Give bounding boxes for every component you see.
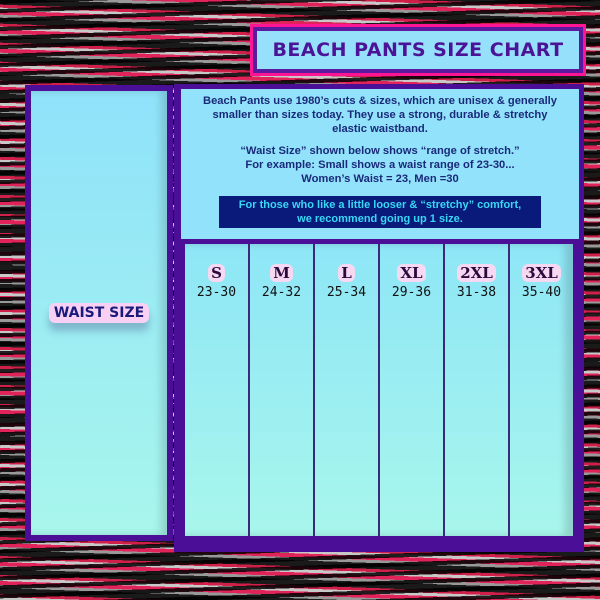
info-line: Women’s Waist = 23, Men =30 [301, 173, 459, 185]
info-box: Beach Pants use 1980’s cuts & sizes, whi… [181, 89, 579, 239]
size-label: L [338, 264, 355, 282]
page-title: BEACH PANTS SIZE CHART [272, 39, 564, 61]
size-column: S 23-30 [185, 244, 250, 536]
size-range: 23-30 [196, 285, 237, 300]
size-range: 35-40 [521, 285, 562, 300]
info-line: “Waist Size” shown below shows “range of… [240, 145, 520, 157]
size-column: M 24-32 [250, 244, 315, 536]
size-table: S 23-30 M 24-32 L 25-34 XL 29-36 2XL 31-38 3X… [185, 244, 573, 536]
size-label: 2XL [457, 264, 496, 282]
size-label: XL [397, 264, 426, 282]
recommendation-callout: For those who like a little looser & “st… [219, 196, 541, 228]
size-column: 3XL 35-40 [510, 244, 573, 536]
title-banner: BEACH PANTS SIZE CHART [250, 24, 586, 76]
size-label: S [208, 264, 225, 282]
size-range: 29-36 [391, 285, 432, 300]
info-paragraph: Beach Pants use 1980’s cuts & sizes, whi… [202, 95, 558, 135]
size-range: 31-38 [456, 285, 497, 300]
size-range: 25-34 [326, 285, 367, 300]
callout-line: For those who like a little looser & “st… [238, 199, 522, 211]
waist-size-label: WAIST SIZE [48, 303, 150, 323]
size-label: M [270, 264, 293, 282]
size-range: 24-32 [261, 285, 302, 300]
size-column: XL 29-36 [380, 244, 445, 536]
info-line: For example: Small shows a waist range o… [245, 159, 515, 171]
waist-size-panel: WAIST SIZE [25, 85, 173, 541]
size-column: L 25-34 [315, 244, 380, 536]
size-column: 2XL 31-38 [445, 244, 510, 536]
callout-line: we recommend going up 1 size. [297, 213, 463, 225]
size-label: 3XL [522, 264, 561, 282]
